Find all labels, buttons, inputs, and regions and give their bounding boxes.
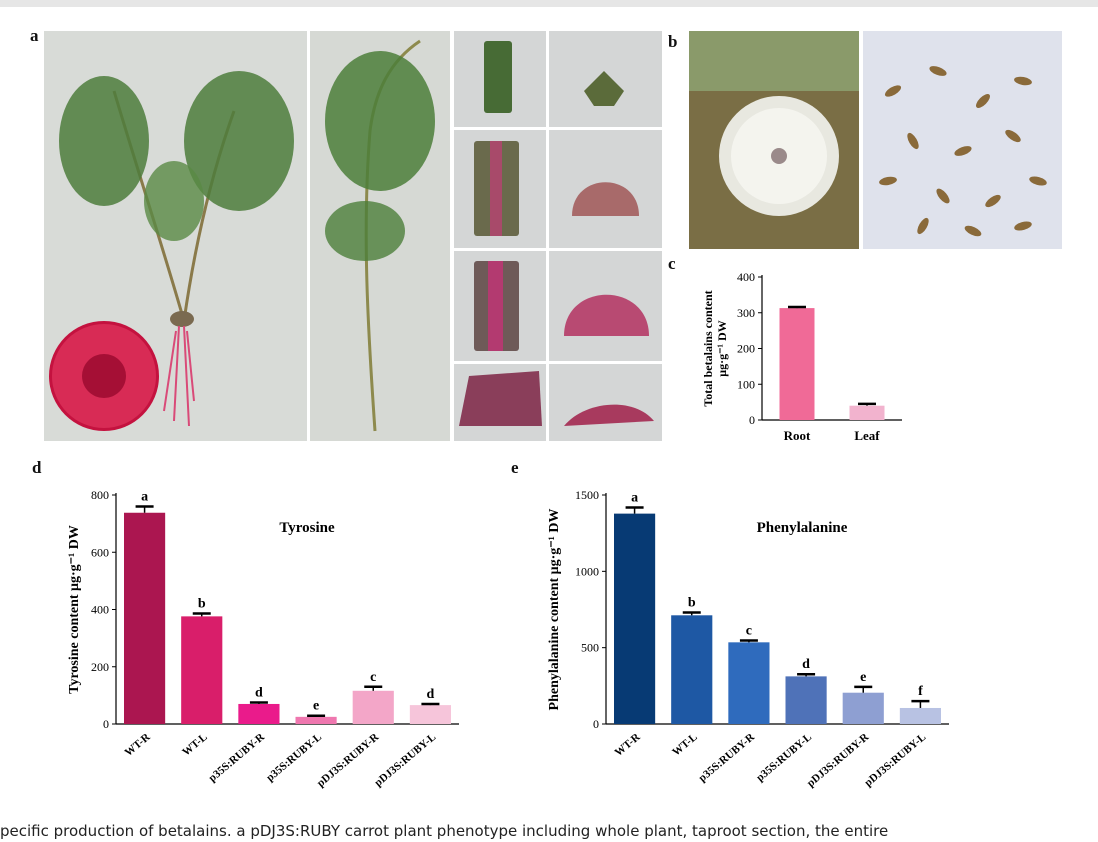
y-tick-label: 0 bbox=[593, 717, 599, 731]
bar-WT-L bbox=[181, 616, 223, 724]
seeds-photo bbox=[863, 31, 1062, 249]
leaf-photo bbox=[310, 31, 450, 441]
flower-photo bbox=[689, 31, 859, 249]
x-tick-label: p35S:RUBY-R bbox=[207, 730, 268, 784]
x-tick-label: pDJ3S:RUBY-L bbox=[862, 731, 928, 789]
y-tick-label: 0 bbox=[749, 413, 755, 427]
panel-label-c: c bbox=[668, 254, 676, 273]
bar-pDJ3S:RUBY-R bbox=[842, 692, 884, 724]
x-tick-label: p35S:RUBY-L bbox=[754, 731, 814, 784]
panel-label-b: b bbox=[668, 32, 678, 51]
significance-letter: a bbox=[631, 491, 638, 506]
significance-letter: d bbox=[427, 687, 435, 702]
top-bar bbox=[0, 0, 1098, 7]
bar-pDJ3S:RUBY-L bbox=[899, 707, 941, 724]
bar-pDJ3S:RUBY-R bbox=[352, 690, 394, 724]
panel-label-a: a bbox=[30, 26, 39, 45]
bar-p35S:RUBY-R bbox=[238, 703, 280, 724]
x-tick-label: Root bbox=[784, 428, 811, 443]
significance-letter: e bbox=[313, 699, 319, 714]
chart-phenylalanine: 0 500 1000 1500 a WT-R b WT-L c p35S:RUBY-R d p35S:… bbox=[547, 488, 949, 790]
significance-letter: e bbox=[860, 670, 866, 685]
significance-letter: d bbox=[255, 686, 263, 701]
bar-pDJ3S:RUBY-L bbox=[409, 705, 451, 724]
bar-p35S:RUBY-L bbox=[785, 676, 827, 724]
y-tick-label: 500 bbox=[581, 641, 599, 655]
bar-Leaf bbox=[849, 405, 885, 420]
y-tick-label: 300 bbox=[737, 306, 755, 320]
bar-WT-R bbox=[124, 512, 166, 724]
significance-letter: c bbox=[370, 670, 376, 685]
y-axis-label-line1: Total betalains content bbox=[701, 290, 715, 406]
significance-letter: d bbox=[802, 657, 810, 672]
x-tick-label: WT-L bbox=[180, 731, 209, 758]
x-tick-label: p35S:RUBY-R bbox=[697, 730, 758, 784]
bar-WT-R bbox=[614, 513, 656, 724]
y-tick-label: 400 bbox=[737, 270, 755, 284]
panel-label-d: d bbox=[32, 458, 42, 477]
whole-plant-photo bbox=[44, 31, 307, 441]
y-tick-label: 100 bbox=[737, 377, 755, 391]
y-axis-label-line2: μg·g⁻¹ DW bbox=[715, 320, 729, 376]
y-tick-label: 600 bbox=[91, 545, 109, 559]
x-tick-label: p35S:RUBY-L bbox=[264, 731, 324, 784]
y-tick-label: 1500 bbox=[575, 488, 599, 502]
y-tick-label: 800 bbox=[91, 488, 109, 502]
bar-WT-L bbox=[671, 615, 713, 724]
y-tick-label: 400 bbox=[91, 603, 109, 617]
bar-p35S:RUBY-L bbox=[295, 716, 337, 724]
y-tick-label: 0 bbox=[103, 717, 109, 731]
significance-letter: c bbox=[746, 623, 752, 638]
bar-p35S:RUBY-R bbox=[728, 642, 770, 724]
chart-tyrosine: 0 200 400 600 800 a WT-R b WT-L d p35S:RUBY-R e p35S… bbox=[67, 488, 459, 790]
chart-total-betalains: 0 100 200 300 400 Root Leaf Total betalains con… bbox=[701, 270, 902, 443]
significance-letter: b bbox=[198, 597, 206, 612]
bar-Root bbox=[779, 308, 815, 420]
chart-title: Phenylalanine bbox=[757, 520, 848, 536]
panel-label-e: e bbox=[511, 458, 519, 477]
significance-letter: a bbox=[141, 489, 148, 504]
petiole-section-grid bbox=[454, 31, 662, 441]
x-tick-label: WT-L bbox=[670, 731, 699, 758]
x-tick-label: Leaf bbox=[854, 428, 880, 443]
y-tick-label: 200 bbox=[737, 342, 755, 356]
significance-letter: b bbox=[688, 596, 696, 611]
y-tick-label: 1000 bbox=[575, 564, 599, 578]
x-tick-label: WT-R bbox=[123, 730, 154, 758]
chart-title: Tyrosine bbox=[279, 520, 335, 536]
y-axis-label: Tyrosine content μg·g⁻¹ DW bbox=[67, 525, 82, 694]
figure-caption: pecific production of betalains. a pDJ3S… bbox=[0, 822, 889, 840]
y-tick-label: 200 bbox=[91, 660, 109, 674]
significance-letter: f bbox=[918, 684, 923, 699]
x-tick-label: WT-R bbox=[613, 730, 644, 758]
y-axis-label: Phenylalanine content μg·g⁻¹ DW bbox=[547, 509, 562, 711]
x-tick-label: pDJ3S:RUBY-L bbox=[372, 731, 438, 789]
